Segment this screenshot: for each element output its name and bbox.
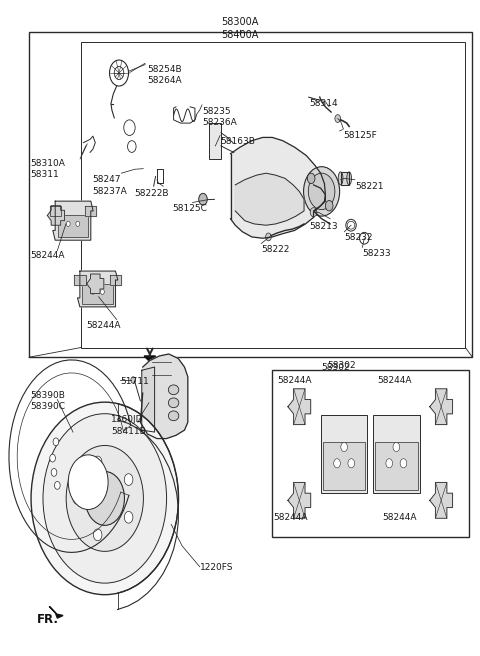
Text: 1360JD
58411B: 1360JD 58411B — [111, 415, 146, 436]
Text: 58300A
58400A: 58300A 58400A — [221, 17, 259, 40]
Circle shape — [91, 289, 95, 295]
Bar — [81, 42, 466, 348]
Circle shape — [51, 468, 57, 476]
Polygon shape — [235, 173, 304, 225]
Circle shape — [265, 233, 271, 241]
Polygon shape — [430, 389, 453, 424]
Bar — [82, 284, 113, 304]
Circle shape — [131, 377, 136, 383]
Polygon shape — [142, 367, 155, 432]
Circle shape — [73, 493, 82, 504]
Ellipse shape — [168, 385, 179, 395]
Polygon shape — [48, 206, 64, 225]
Polygon shape — [430, 482, 453, 518]
Bar — [373, 415, 420, 493]
Text: 58213: 58213 — [309, 222, 337, 231]
Circle shape — [308, 173, 335, 210]
Polygon shape — [288, 389, 311, 424]
Circle shape — [124, 474, 133, 485]
Circle shape — [68, 455, 108, 510]
Text: 58244A: 58244A — [86, 321, 120, 331]
Polygon shape — [49, 206, 61, 216]
Polygon shape — [85, 206, 96, 216]
Text: 58390B
58390C: 58390B 58390C — [30, 390, 65, 411]
Circle shape — [393, 443, 400, 451]
Polygon shape — [341, 172, 349, 185]
Ellipse shape — [31, 402, 179, 595]
Text: 58244A: 58244A — [383, 514, 417, 522]
Text: 58125C: 58125C — [173, 205, 207, 213]
Circle shape — [199, 194, 207, 205]
Polygon shape — [87, 274, 104, 293]
Circle shape — [50, 454, 56, 462]
Ellipse shape — [66, 445, 144, 551]
Text: 58163B: 58163B — [220, 137, 255, 146]
Circle shape — [66, 221, 70, 226]
Text: 58222: 58222 — [261, 245, 290, 255]
Circle shape — [124, 512, 133, 523]
Ellipse shape — [168, 398, 179, 407]
Text: 58233: 58233 — [362, 249, 391, 258]
Text: 58221: 58221 — [355, 182, 384, 191]
Ellipse shape — [168, 411, 179, 420]
Circle shape — [303, 167, 340, 216]
Circle shape — [386, 459, 393, 468]
Text: FR.: FR. — [37, 613, 59, 626]
Text: 58310A
58311: 58310A 58311 — [30, 159, 65, 179]
Circle shape — [94, 456, 102, 468]
Ellipse shape — [43, 414, 167, 583]
Text: 58244A: 58244A — [273, 514, 308, 522]
Ellipse shape — [85, 472, 124, 525]
Bar — [29, 32, 472, 358]
Bar — [272, 369, 468, 537]
Bar — [209, 123, 221, 159]
Polygon shape — [110, 275, 121, 285]
Circle shape — [307, 173, 315, 184]
Text: 58302: 58302 — [328, 361, 356, 369]
Text: 58244A: 58244A — [378, 375, 412, 384]
Text: 58125F: 58125F — [343, 131, 377, 140]
Circle shape — [310, 208, 317, 216]
Bar — [58, 215, 88, 237]
Polygon shape — [230, 137, 325, 238]
Polygon shape — [77, 271, 118, 307]
Circle shape — [335, 115, 341, 123]
Text: 58254B
58264A: 58254B 58264A — [147, 64, 182, 85]
Polygon shape — [53, 201, 93, 240]
Text: 58232: 58232 — [344, 233, 373, 242]
Text: 58302: 58302 — [322, 363, 350, 371]
Circle shape — [100, 289, 104, 295]
Circle shape — [341, 443, 348, 451]
Text: 1220FS: 1220FS — [200, 563, 233, 572]
Text: 58314: 58314 — [309, 99, 337, 108]
Polygon shape — [74, 275, 85, 285]
Polygon shape — [49, 606, 63, 618]
Circle shape — [348, 459, 355, 468]
Circle shape — [325, 201, 333, 211]
Text: 51711: 51711 — [120, 377, 149, 386]
Circle shape — [334, 459, 340, 468]
Circle shape — [400, 459, 407, 468]
Circle shape — [55, 482, 60, 489]
Bar — [375, 441, 418, 490]
Polygon shape — [144, 356, 156, 362]
Text: 58222B: 58222B — [135, 189, 169, 198]
Text: 58244A: 58244A — [277, 375, 312, 384]
Text: 58244A: 58244A — [30, 251, 65, 260]
Text: 58235
58236A: 58235 58236A — [202, 107, 237, 127]
Polygon shape — [288, 482, 311, 518]
Bar — [321, 415, 367, 493]
Text: 58247
58237A: 58247 58237A — [92, 175, 127, 195]
Circle shape — [94, 529, 102, 541]
Circle shape — [53, 438, 59, 445]
Ellipse shape — [347, 172, 351, 185]
Ellipse shape — [338, 172, 343, 185]
Polygon shape — [140, 354, 188, 439]
Bar — [323, 441, 365, 490]
Circle shape — [76, 221, 80, 226]
